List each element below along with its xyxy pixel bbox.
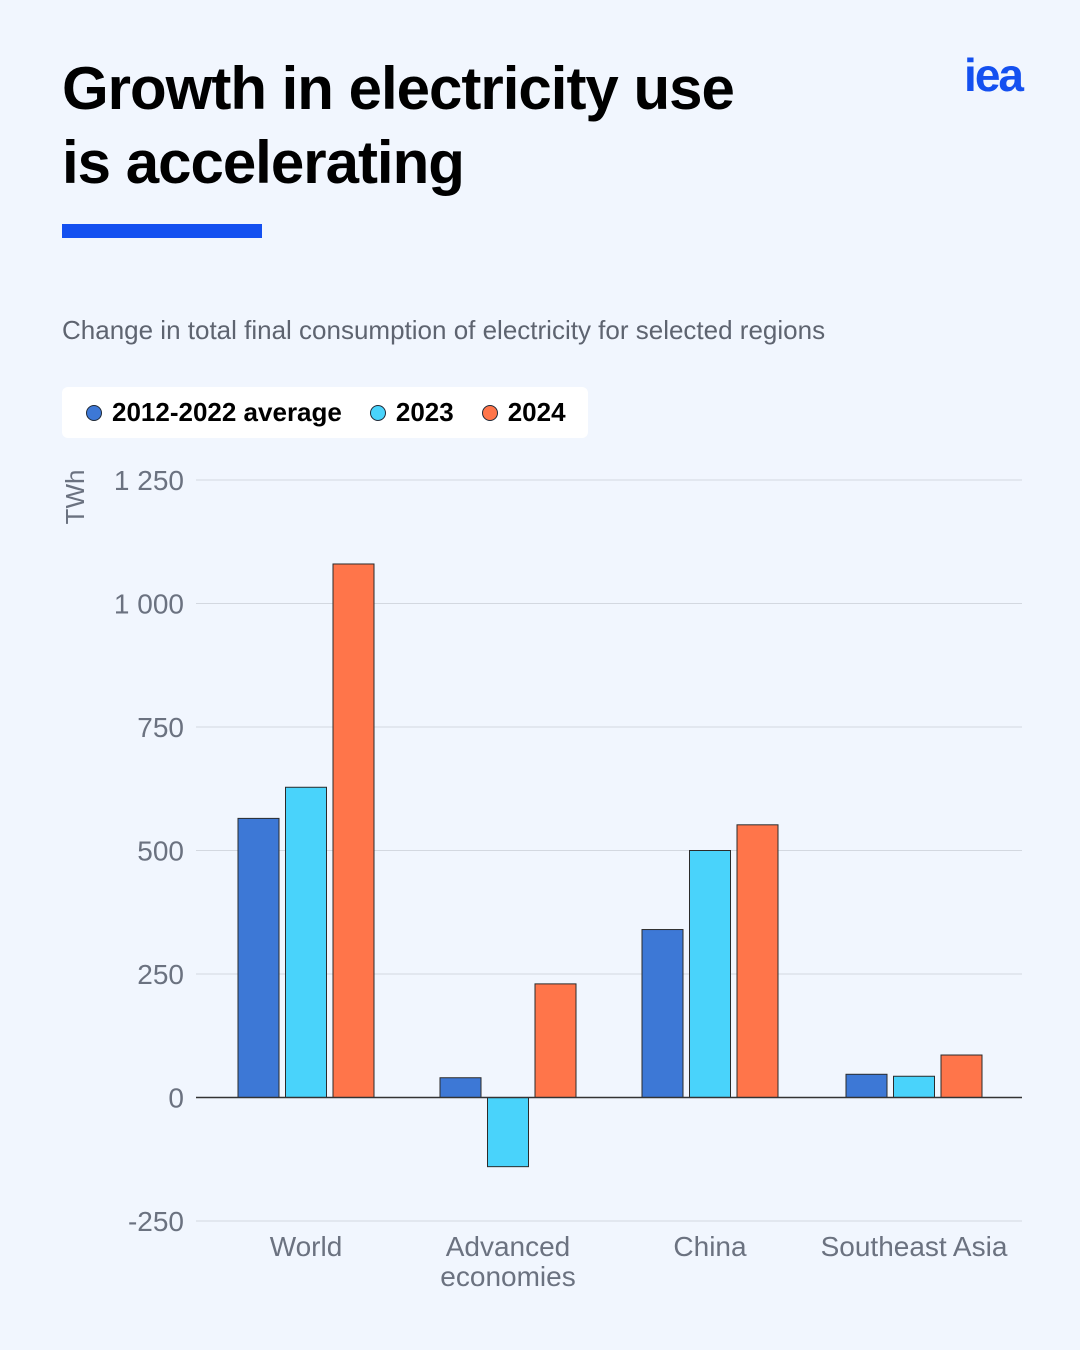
legend-label: 2024 xyxy=(507,397,566,427)
x-category-label: Advanced economies xyxy=(440,1231,575,1292)
bar-2023-0 xyxy=(285,786,327,1098)
y-tick-label: 1 250 xyxy=(114,465,184,496)
page-title: Growth in electricity use is acceleratin… xyxy=(62,52,882,200)
legend-dot-icon xyxy=(369,404,386,421)
y-tick-label: 500 xyxy=(137,836,184,867)
legend-item-2023: 2023 xyxy=(369,397,454,428)
title-accent-bar xyxy=(62,224,262,238)
bar-2012-2022-average-3 xyxy=(845,1073,888,1098)
y-tick-label: 750 xyxy=(137,712,184,743)
chart-legend: 2012-2022 average 2023 2024 xyxy=(62,387,588,438)
title-line-1: Growth in electricity use xyxy=(62,55,735,122)
legend-dot-icon xyxy=(481,404,498,421)
legend-item-2024: 2024 xyxy=(481,397,566,428)
legend-dot-icon xyxy=(86,404,102,421)
chart-subtitle: Change in total final consumption of ele… xyxy=(62,315,826,345)
y-axis-unit-label: TWh xyxy=(60,470,90,525)
bar-2024-3 xyxy=(940,1054,983,1098)
bar-series xyxy=(237,563,983,1168)
axes: -250 0 250 500 750 1 000 1 250 World Advanced eco… xyxy=(114,465,1022,1292)
bar-2023-1 xyxy=(487,1097,529,1168)
bar-2024-0 xyxy=(332,563,375,1098)
y-tick-label: 250 xyxy=(137,959,184,990)
iea-logo: iea xyxy=(964,49,1024,101)
x-category-label: Southeast Asia xyxy=(821,1231,1008,1262)
x-category-label: World xyxy=(270,1231,343,1262)
y-tick-label: 1 000 xyxy=(114,589,184,620)
bar-2012-2022-average-1 xyxy=(439,1077,482,1098)
bar-2012-2022-average-2 xyxy=(641,929,684,1098)
bar-2012-2022-average-0 xyxy=(237,817,280,1098)
bar-2023-2 xyxy=(689,850,731,1098)
legend-item-2012-2022-average: 2012-2022 average xyxy=(86,397,342,428)
y-tick-label: 0 xyxy=(168,1083,184,1114)
x-category-label: China xyxy=(673,1231,747,1262)
bar-2024-1 xyxy=(534,983,577,1099)
y-tick-label: -250 xyxy=(128,1206,184,1237)
title-line-2: is accelerating xyxy=(62,129,465,196)
legend-label: 2012-2022 average xyxy=(112,397,342,427)
legend-label: 2023 xyxy=(395,397,454,427)
bar-2024-2 xyxy=(736,824,779,1098)
bar-2023-3 xyxy=(893,1075,935,1099)
